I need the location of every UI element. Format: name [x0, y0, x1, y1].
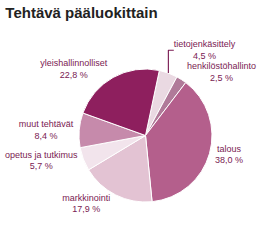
svg-text:yleishallinnolliset22,8 %: yleishallinnolliset22,8 % [40, 58, 108, 80]
svg-text:opetus ja tutkimus5,7 %: opetus ja tutkimus5,7 % [5, 150, 78, 172]
svg-text:talous38,0 %: talous38,0 % [215, 144, 243, 166]
svg-text:Tehtävä pääluokittain: Tehtävä pääluokittain [5, 4, 157, 21]
svg-text:markkinointi17,9 %: markkinointi17,9 % [62, 193, 110, 215]
svg-text:tietojenkäsittely4,5 %: tietojenkäsittely4,5 % [174, 39, 236, 61]
svg-text:muut tehtävät8,4 %: muut tehtävät8,4 % [19, 119, 74, 141]
svg-text:henkilöstöhallinto2,5 %: henkilöstöhallinto2,5 % [187, 61, 256, 83]
